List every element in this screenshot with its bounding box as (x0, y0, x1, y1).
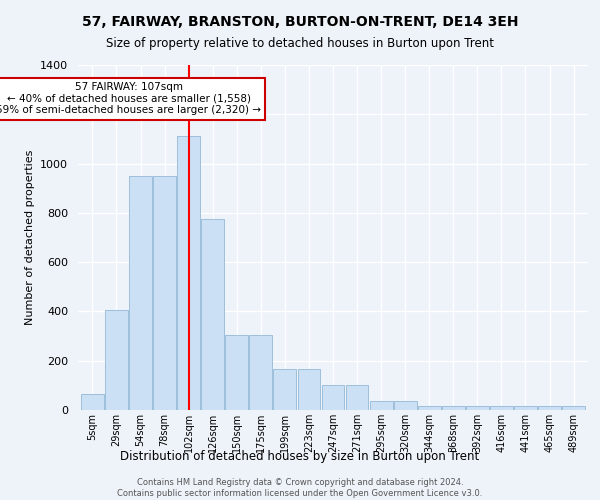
Bar (322, 386, 344, 410)
Text: Contains HM Land Registry data © Crown copyright and database right 2024.
Contai: Contains HM Land Registry data © Crown c… (118, 478, 482, 498)
Bar (81, 394, 104, 410)
Bar (370, 402, 392, 410)
Text: 57, FAIRWAY, BRANSTON, BURTON-ON-TRENT, DE14 3EH: 57, FAIRWAY, BRANSTON, BURTON-ON-TRENT, … (82, 15, 518, 29)
Bar (153, 176, 176, 410)
Bar (105, 310, 128, 410)
Text: Size of property relative to detached houses in Burton upon Trent: Size of property relative to detached ho… (106, 38, 494, 51)
Bar (490, 406, 513, 410)
Bar (274, 370, 296, 410)
Bar (201, 219, 224, 410)
Bar (442, 406, 465, 410)
Bar (129, 176, 152, 410)
Text: 57 FAIRWAY: 107sqm
← 40% of detached houses are smaller (1,558)
59% of semi-deta: 57 FAIRWAY: 107sqm ← 40% of detached hou… (0, 82, 261, 116)
Bar (466, 406, 489, 410)
Bar (298, 370, 320, 410)
Bar (394, 402, 416, 410)
Bar (514, 406, 537, 410)
Bar (177, 136, 200, 410)
Bar (538, 406, 561, 410)
Bar (346, 386, 368, 410)
Bar (562, 406, 585, 410)
Bar (250, 335, 272, 410)
Bar (418, 406, 440, 410)
Text: Distribution of detached houses by size in Burton upon Trent: Distribution of detached houses by size … (121, 450, 479, 463)
Bar (226, 335, 248, 410)
Y-axis label: Number of detached properties: Number of detached properties (25, 150, 35, 325)
